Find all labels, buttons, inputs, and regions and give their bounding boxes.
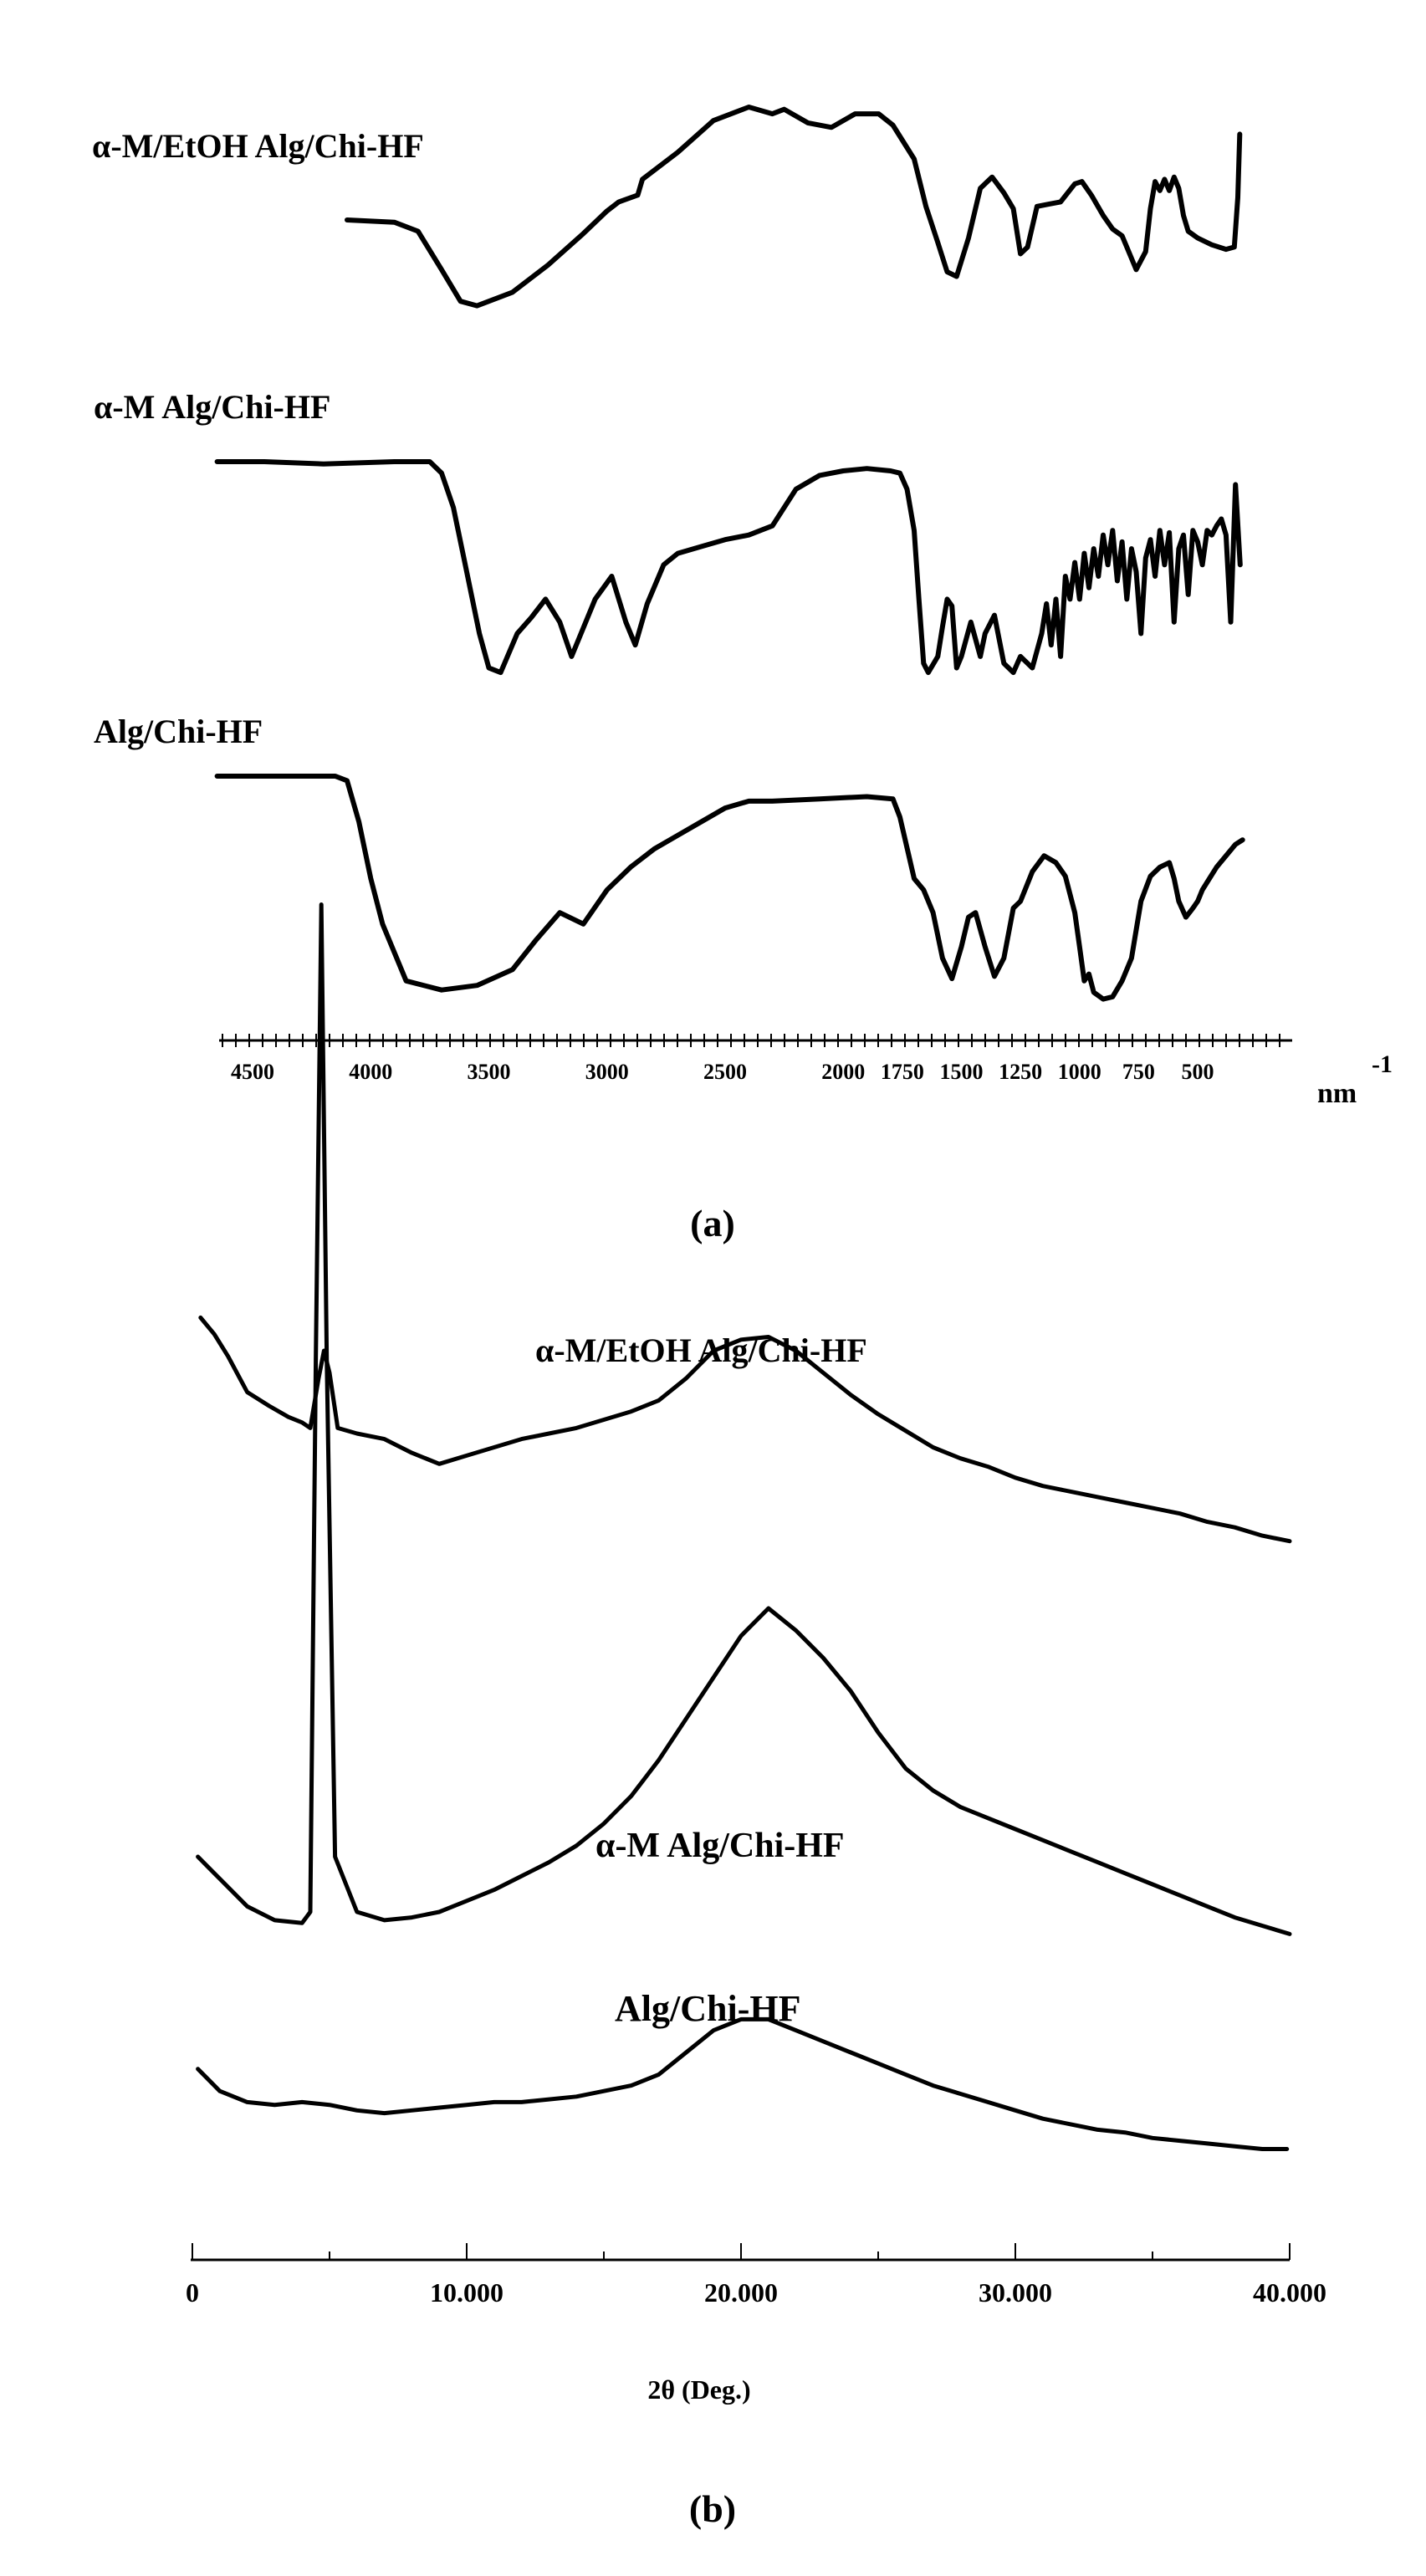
- xrd-x-ticks: [192, 2243, 1291, 2260]
- ftir-trace: [214, 459, 1243, 676]
- ftir-x-axis: 4500 4000 3500 3000 2500 2000 1750 1500 1250 1000…: [219, 1034, 1393, 1109]
- xrd-trace: [196, 2016, 1290, 2151]
- ftir-panel: α-M/EtOH Alg/Chi-HF α-M Alg/Chi-HF Alg/C…: [92, 105, 1393, 1245]
- ftir-x-tick-label: 3500: [468, 1060, 511, 1084]
- ftir-series-label: Alg/Chi-HF: [94, 713, 263, 750]
- ftir-traces: [214, 105, 1245, 1002]
- xrd-x-tick-label: 40.000: [1253, 2277, 1326, 2308]
- xrd-trace: [196, 902, 1292, 1936]
- xrd-x-tick-label: 0: [186, 2277, 199, 2308]
- panel-a-label: (a): [690, 1202, 735, 1245]
- ftir-x-tick-label: 750: [1122, 1060, 1155, 1084]
- ftir-series-label: α-M Alg/Chi-HF: [94, 388, 330, 426]
- ftir-x-tick-labels: 4500 4000 3500 3000 2500 2000 1750 1500 1250 1000…: [231, 1060, 1214, 1084]
- ftir-x-tick-label: 500: [1182, 1060, 1214, 1084]
- ftir-trace: [345, 105, 1243, 309]
- ftir-trace: [214, 774, 1245, 1002]
- xrd-series-label: α-M Alg/Chi-HF: [595, 1827, 845, 1865]
- ftir-series-label: α-M/EtOH Alg/Chi-HF: [92, 127, 424, 165]
- ftir-x-tick-label: 4500: [231, 1060, 274, 1084]
- ftir-x-ticks: [222, 1034, 1280, 1047]
- xrd-x-tick-labels: 0 10.000 20.000 30.000 40.000: [186, 2277, 1326, 2308]
- ftir-x-tick-label: 1000: [1058, 1060, 1101, 1084]
- ftir-x-tick-label: 1750: [881, 1060, 924, 1084]
- ftir-x-tick-label: 1500: [940, 1060, 984, 1084]
- ftir-x-tick-label: 2000: [821, 1060, 865, 1084]
- xrd-x-tick-label: 20.000: [704, 2277, 778, 2308]
- xrd-x-tick-label: 30.000: [979, 2277, 1052, 2308]
- xrd-x-axis: 0 10.000 20.000 30.000 40.000 2θ (Deg.): [186, 2243, 1326, 2405]
- ftir-x-tick-label: 3000: [585, 1060, 629, 1084]
- xrd-x-tick-label: 10.000: [430, 2277, 503, 2308]
- ftir-x-tick-label: 4000: [349, 1060, 392, 1084]
- ftir-x-tick-label: 2500: [703, 1060, 747, 1084]
- xrd-traces: [196, 902, 1292, 2151]
- ftir-x-tick-label: 1250: [999, 1060, 1042, 1084]
- xrd-x-axis-label: 2θ (Deg.): [647, 2374, 750, 2405]
- ftir-x-unit-exponent: -1: [1372, 1050, 1393, 1078]
- ftir-x-unit: nm: [1317, 1078, 1357, 1109]
- panel-b-label: (b): [689, 2487, 736, 2530]
- xrd-series-label: Alg/Chi-HF: [615, 1988, 800, 2029]
- xrd-panel: α-M/EtOH Alg/Chi-HF α-M Alg/Chi-HF Alg/C…: [186, 902, 1326, 2530]
